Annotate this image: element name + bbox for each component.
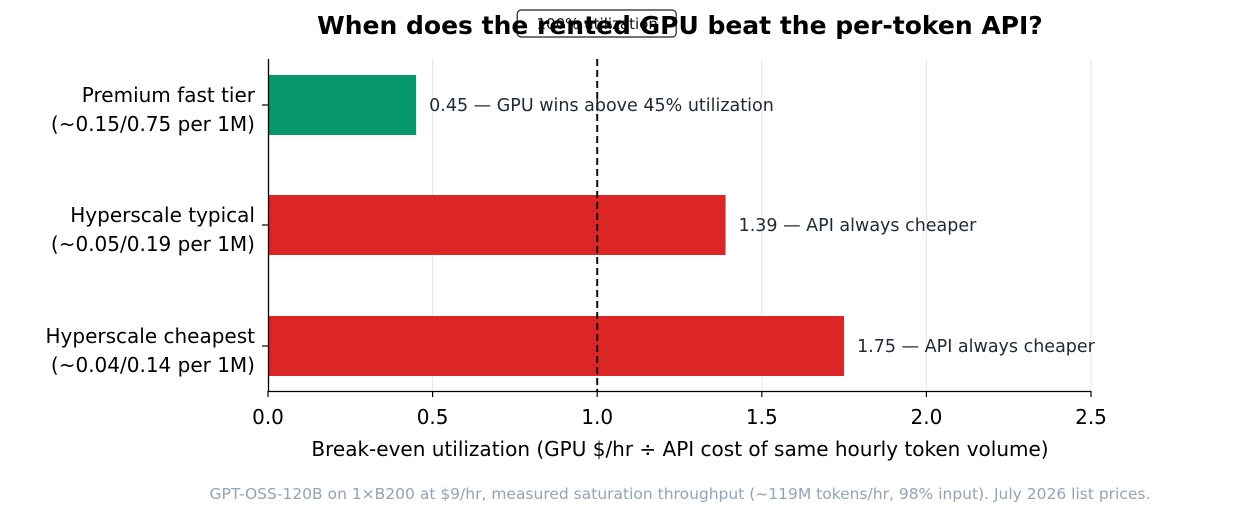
category-sublabel: (~0.04/0.14 per 1M) [51,353,255,377]
chart-title: When does the rented GPU beat the per-to… [317,11,1043,40]
data-label: 1.75 — API always cheaper [857,337,1096,357]
category-label: Hyperscale cheapest [46,324,256,348]
reference-line-group: 100% utilization [516,9,677,391]
x-tick-label: 2.5 [1075,405,1107,429]
reference-line-label-box [516,9,677,38]
bar [268,195,726,255]
category-sublabel: (~0.05/0.19 per 1M) [51,232,255,256]
category-sublabel: (~0.15/0.75 per 1M) [51,112,255,136]
category-label: Premium fast tier [82,83,256,107]
axes [262,59,1092,397]
x-axis-label: Break-even utilization (GPU $/hr ÷ API c… [311,437,1048,461]
x-tick-label: 0.5 [417,405,449,429]
x-tick-label: 0.0 [252,405,284,429]
data-label: 1.39 — API always cheaper [739,216,978,236]
bars [268,75,845,376]
bar [268,316,845,376]
bar [268,75,417,135]
data-label: 0.45 — GPU wins above 45% utilization [429,96,774,116]
x-tick-label: 1.0 [581,405,613,429]
reference-line-label: 100% utilization [537,15,658,33]
category-label: Hyperscale typical [70,203,255,227]
x-tick-label: 2.0 [910,405,942,429]
x-tick-label: 1.5 [746,405,778,429]
labels: 0.0 0.5 1.0 1.5 2.0 2.5 Premium fast tier (~0.1… [46,83,1107,429]
footnote: GPT-OSS-120B on 1×B200 at $9/hr, measure… [210,485,1151,503]
